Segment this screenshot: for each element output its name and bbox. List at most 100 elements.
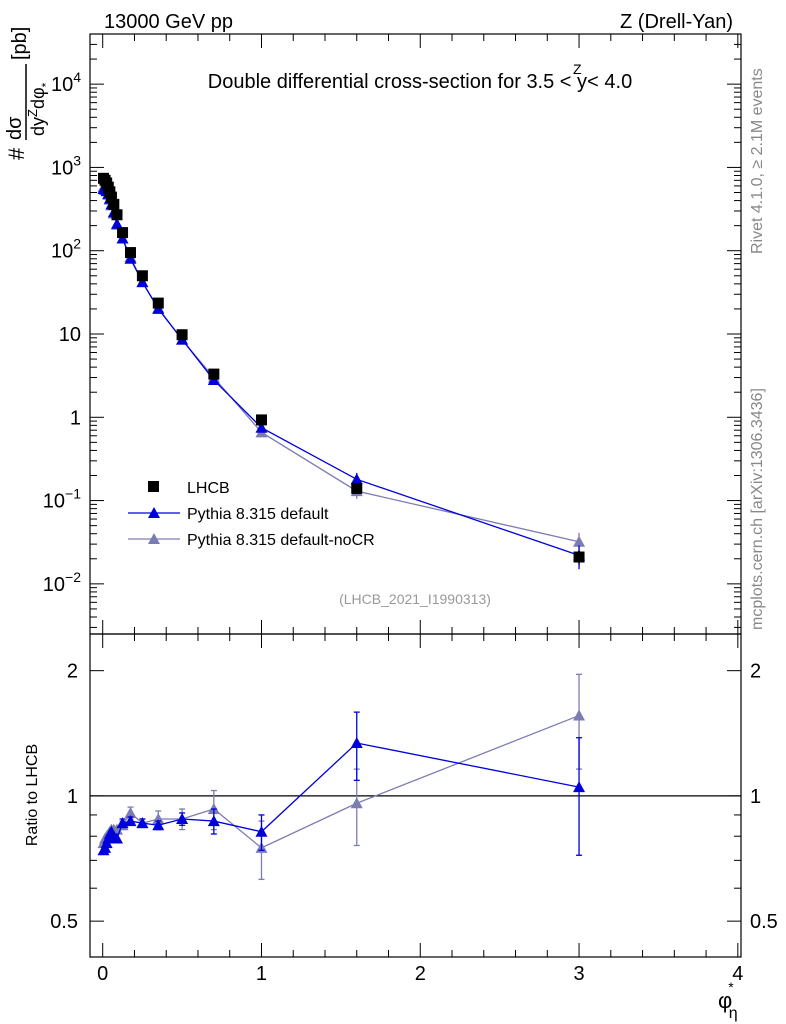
y-tick-label-base: 10: [43, 491, 65, 513]
y-tick-label-base: 1: [70, 407, 81, 429]
chart-title-sup: Z: [573, 61, 582, 77]
legend-nocr-label: Pythia 8.315 default-noCR: [187, 532, 375, 549]
data-point: [255, 414, 267, 426]
x-axis-label: φ* η: [718, 979, 738, 1022]
y-tick-label-base: 10: [51, 74, 73, 96]
ratio-y-tick-label: 1: [67, 786, 78, 808]
data-point: [351, 482, 363, 494]
y-label-den-dy: dy: [28, 117, 48, 136]
y-label-den-tail: dφ: [28, 87, 48, 109]
ratio-point: [207, 815, 220, 827]
x-label-main: φ: [718, 988, 732, 1013]
ratio-y-tick-label: 0.5: [50, 911, 78, 933]
ratio-point: [110, 832, 123, 844]
ratio-point: [350, 797, 363, 809]
ratio-point: [255, 825, 268, 837]
y-tick-label-exponent: −2: [65, 569, 81, 585]
ratio-series-line: [102, 742, 580, 851]
data-point: [108, 198, 120, 210]
y-tick-label: 10−2: [43, 569, 81, 596]
y-axis-label-top: # dσ dyZdφ* [pb]: [4, 27, 53, 160]
data-point: [124, 247, 136, 259]
header-left-label: 13000 GeV pp: [104, 11, 233, 33]
data-point: [573, 551, 585, 563]
top-panel-marks: [97, 172, 586, 570]
mc-point: [255, 421, 268, 433]
data-point: [152, 297, 164, 309]
y-tick-label: 10−1: [43, 486, 81, 513]
legend-lhcb-marker: [148, 481, 159, 492]
x-tick-label: 0: [97, 963, 108, 985]
ratio-point: [152, 819, 165, 831]
legend-nocr-marker: [148, 533, 160, 544]
y-tick-label: 1: [70, 407, 81, 429]
y-tick-label-base: 10: [51, 157, 73, 179]
data-point: [136, 270, 148, 282]
y-label-hash: #: [4, 147, 29, 160]
y-label-den-sup: Z: [25, 109, 40, 117]
x-tick-label: 2: [415, 963, 426, 985]
chart-title: Double differential cross-section for 3.…: [208, 61, 632, 93]
y-tick-label: 10: [59, 324, 81, 346]
y-tick-label-exponent: −1: [65, 486, 81, 502]
legend-default-marker: [148, 507, 160, 518]
series-line: [102, 186, 580, 543]
legend-lhcb-label: LHCB: [187, 480, 230, 497]
data-point: [208, 368, 220, 380]
mc-point: [573, 535, 586, 547]
ratio-panel-marks: [90, 673, 741, 881]
legend-default-label: Pythia 8.315 default: [187, 506, 329, 523]
mc-point: [136, 276, 149, 288]
y-tick-label: 103: [51, 152, 81, 179]
mc-point: [124, 252, 137, 264]
x-tick-label: 4: [732, 963, 743, 985]
ratio-point: [573, 781, 586, 793]
x-label-sub: η: [729, 1005, 738, 1022]
ratio-point: [350, 737, 363, 749]
y-tick-label-exponent: 2: [73, 236, 81, 252]
x-tick-label: 1: [256, 963, 267, 985]
ratio-point: [124, 806, 137, 818]
chart-title-var: y: [577, 71, 587, 93]
ratio-y-axis-label: Ratio to LHCB: [24, 744, 41, 846]
y-label-numerator: dσ: [4, 116, 26, 140]
data-point: [176, 329, 188, 341]
data-point: [117, 227, 129, 239]
y-tick-label-base: 10: [43, 574, 65, 596]
ratio-y-tick-label-right: 1: [750, 786, 761, 808]
y-label-denominator: dyZdφ*: [25, 82, 53, 136]
series-line: [103, 188, 580, 556]
y-tick-label-exponent: 4: [73, 69, 81, 85]
mc-point: [110, 217, 123, 229]
data-point: [111, 209, 123, 221]
ratio-point: [136, 817, 149, 829]
mc-point: [350, 473, 363, 485]
data-point: [105, 191, 117, 203]
top-panel-ticks: [90, 33, 741, 634]
y-tick-label: 102: [51, 236, 81, 263]
ratio-y-tick-label: 2: [67, 661, 78, 683]
ratio-y-tick-label-right: 2: [750, 661, 761, 683]
ratio-point: [573, 709, 586, 721]
x-label-sup: *: [728, 979, 734, 995]
legend: LHCB Pythia 8.315 default Pythia 8.315 d…: [128, 480, 375, 549]
mcplots-label: mcplots.cern.ch [arXiv:1306.3436]: [749, 388, 766, 630]
header-right-label: Z (Drell-Yan): [620, 11, 733, 33]
y-tick-label-exponent: 3: [73, 152, 81, 168]
ratio-series-line: [102, 714, 580, 849]
rivet-version-label: Rivet 4.1.0, ≥ 2.1M events: [749, 68, 766, 254]
chart-title-post: < 4.0: [582, 71, 633, 93]
y-tick-label: 104: [51, 69, 81, 96]
y-label-unit: [pb]: [9, 27, 31, 60]
y-label-den-sub: *: [39, 82, 53, 87]
y-tick-label-base: 10: [59, 324, 81, 346]
x-tick-label: 3: [573, 963, 584, 985]
ratio-point: [176, 813, 189, 825]
chart-title-pre: Double differential cross-section for 3.…: [208, 71, 577, 93]
y-tick-label-base: 10: [51, 241, 73, 263]
ratio-y-tick-label-right: 0.5: [750, 911, 778, 933]
ratio-tick-labels: 0.5 0.5 1 1 2 2 0 1 2 3 4: [50, 661, 778, 985]
analysis-id-label: (LHCB_2021_I1990313): [339, 591, 491, 607]
